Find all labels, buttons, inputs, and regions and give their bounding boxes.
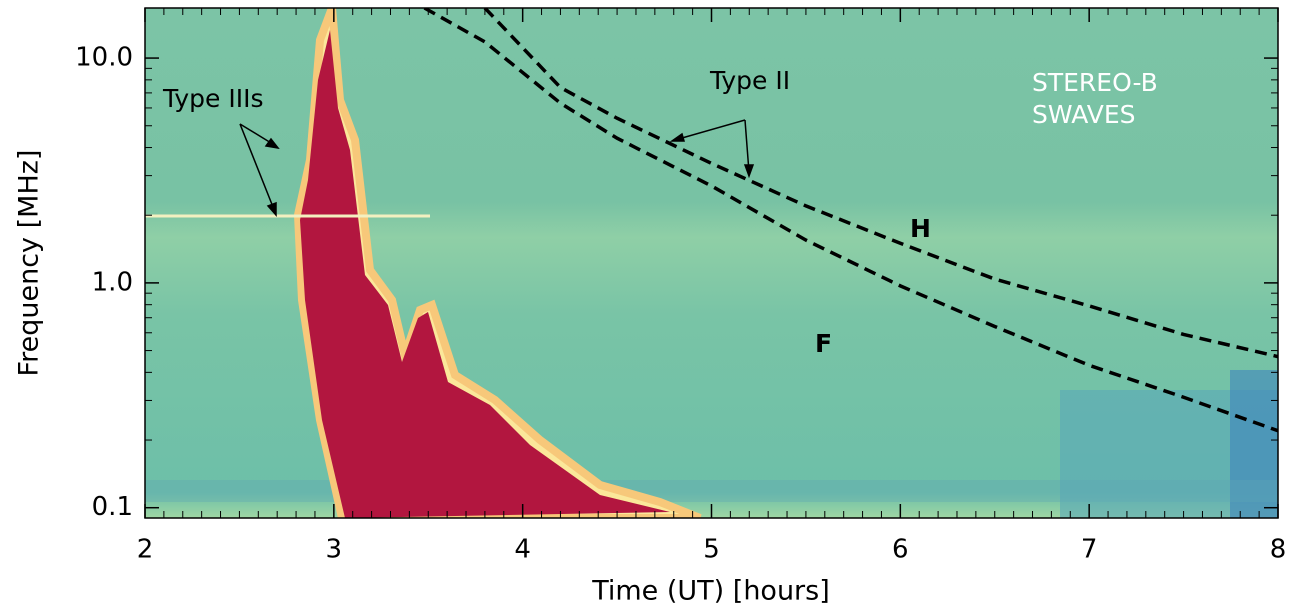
y-tick-label: 10.0: [75, 43, 133, 73]
x-tick-label: 5: [703, 535, 720, 565]
annotation: STEREO-B: [1032, 68, 1158, 97]
y-axis-label: Frequency [MHz]: [14, 150, 45, 377]
curves: [423, 8, 1278, 433]
x-tick-label: 8: [1270, 535, 1287, 565]
annotation-arrows: [239, 119, 755, 217]
curve: [423, 8, 1278, 433]
curve-label: F: [815, 329, 832, 358]
x-tick-label: 7: [1081, 535, 1098, 565]
x-tick-label: 4: [514, 535, 531, 565]
y-tick-label: 0.1: [92, 492, 133, 522]
annotation: Type IIIs: [162, 84, 264, 113]
spectrogram: [145, 8, 1278, 518]
y-tick-label: 1.0: [92, 267, 133, 297]
x-axis-label: Time (UT) [hours]: [591, 576, 830, 607]
curve-label: H: [910, 214, 931, 243]
curve: [483, 8, 1278, 359]
annotation: Type II: [709, 66, 790, 95]
annotation: SWAVES: [1032, 100, 1136, 129]
x-tick-label: 2: [137, 535, 154, 565]
x-tick-label: 6: [892, 535, 909, 565]
x-tick-label: 3: [326, 535, 343, 565]
